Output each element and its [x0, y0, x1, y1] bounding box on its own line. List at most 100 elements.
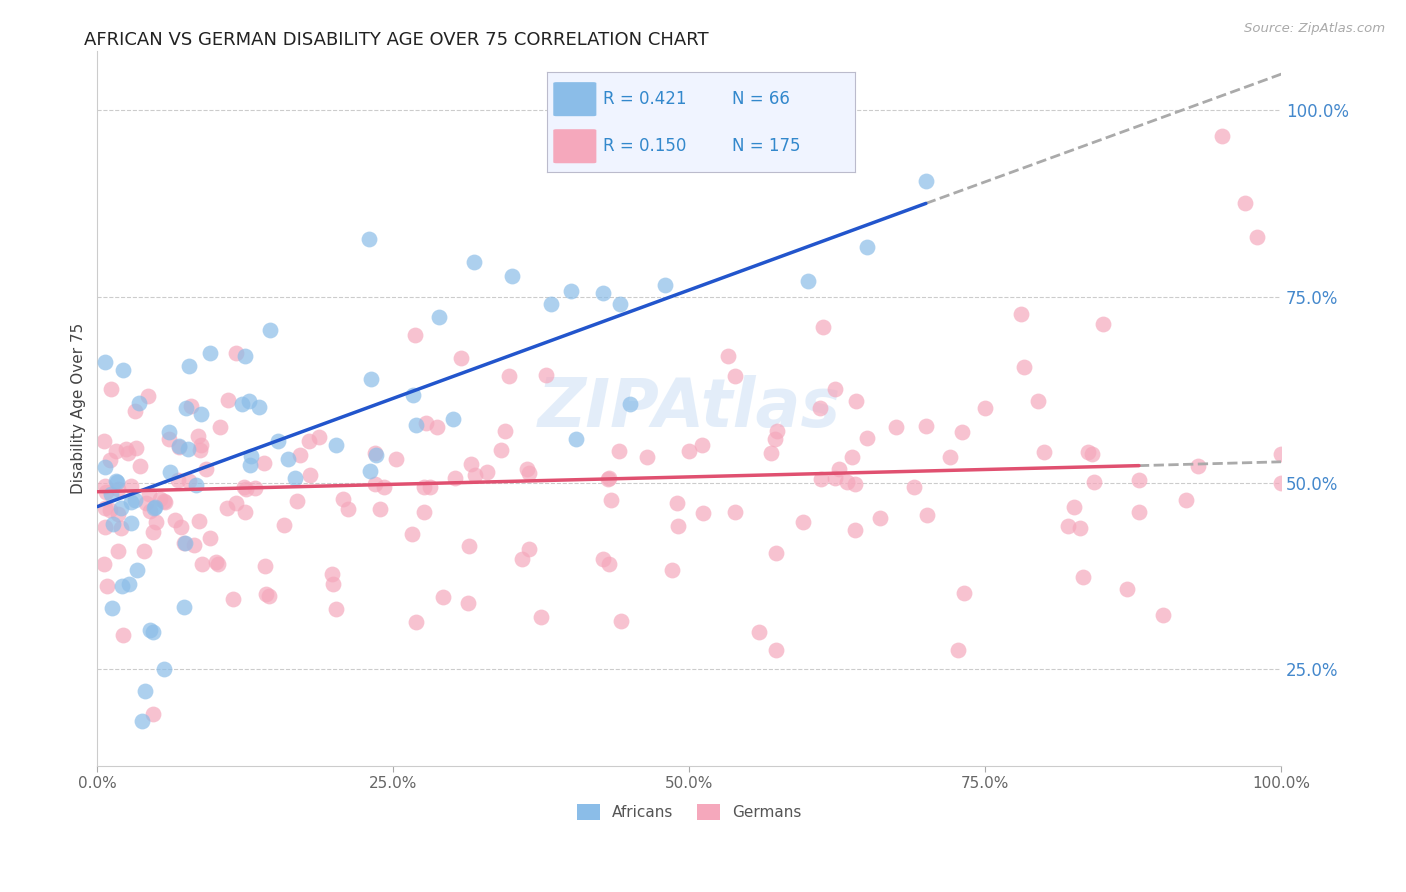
Point: [464, 467, 486, 482]
Point: [145, 515, 167, 529]
Point: [120, 516, 142, 530]
Point: [598, 557, 620, 571]
Point: [501, 269, 523, 284]
Point: [94, 485, 117, 500]
Text: Source: ZipAtlas.com: Source: ZipAtlas.com: [1244, 22, 1385, 36]
Point: [415, 417, 437, 431]
Point: [1211, 129, 1233, 144]
Point: [101, 516, 124, 531]
Point: [828, 462, 851, 476]
Point: [792, 515, 814, 529]
Point: [1026, 393, 1049, 408]
Point: [191, 557, 214, 571]
Point: [666, 519, 689, 533]
Point: [619, 396, 641, 410]
Point: [110, 500, 132, 515]
Point: [610, 614, 633, 628]
Point: [111, 628, 134, 642]
Point: [205, 556, 228, 570]
Point: [267, 434, 290, 449]
Point: [128, 395, 150, 409]
Point: [724, 505, 747, 519]
Point: [405, 615, 427, 630]
Point: [565, 432, 588, 446]
Point: [177, 359, 200, 373]
Point: [405, 418, 427, 433]
Point: [917, 508, 939, 523]
Point: [475, 465, 498, 479]
Point: [1152, 608, 1174, 623]
Point: [1081, 447, 1104, 461]
Point: [149, 491, 172, 506]
Point: [298, 467, 321, 482]
Point: [134, 684, 156, 698]
Point: [1033, 444, 1056, 458]
Point: [321, 566, 343, 581]
Point: [101, 601, 124, 615]
Point: [401, 388, 423, 402]
Point: [187, 429, 209, 443]
Point: [457, 596, 479, 610]
Point: [111, 578, 134, 592]
Point: [235, 349, 257, 363]
Point: [195, 462, 218, 476]
Point: [190, 438, 212, 452]
Point: [534, 368, 557, 382]
Point: [1270, 476, 1292, 491]
Point: [254, 559, 277, 574]
Point: [489, 443, 512, 458]
Point: [824, 471, 846, 485]
Point: [143, 500, 166, 514]
Point: [636, 450, 658, 464]
Point: [93, 557, 115, 571]
Point: [654, 278, 676, 293]
Point: [107, 507, 129, 521]
Point: [180, 399, 202, 413]
Point: [516, 462, 538, 476]
Point: [233, 505, 256, 519]
Point: [117, 446, 139, 460]
Point: [360, 371, 382, 385]
Point: [135, 496, 157, 510]
Point: [131, 714, 153, 728]
Point: [824, 382, 846, 396]
Point: [153, 493, 176, 508]
Point: [1077, 445, 1099, 459]
Point: [93, 434, 115, 448]
Point: [530, 610, 553, 624]
Point: [1270, 446, 1292, 460]
Point: [432, 590, 454, 604]
Point: [139, 503, 162, 517]
Point: [419, 480, 441, 494]
Point: [176, 442, 198, 456]
Point: [517, 541, 540, 556]
Point: [1234, 196, 1257, 211]
Point: [124, 493, 146, 508]
Point: [136, 389, 159, 403]
Point: [143, 501, 166, 516]
Point: [1092, 317, 1115, 331]
Point: [112, 363, 135, 377]
Point: [208, 419, 231, 434]
Point: [231, 397, 253, 411]
Point: [173, 536, 195, 550]
Point: [678, 444, 700, 458]
Point: [239, 449, 262, 463]
Point: [952, 425, 974, 440]
Point: [444, 471, 467, 485]
Point: [737, 133, 759, 147]
Point: [325, 602, 347, 616]
Point: [1069, 521, 1091, 535]
Point: [117, 577, 139, 591]
Point: [273, 517, 295, 532]
Point: [463, 255, 485, 269]
Point: [765, 643, 787, 657]
Point: [120, 478, 142, 492]
Point: [938, 450, 960, 464]
Point: [665, 495, 688, 509]
Point: [225, 346, 247, 360]
Point: [598, 472, 620, 486]
Point: [257, 590, 280, 604]
Point: [884, 420, 907, 434]
Point: [93, 520, 115, 534]
